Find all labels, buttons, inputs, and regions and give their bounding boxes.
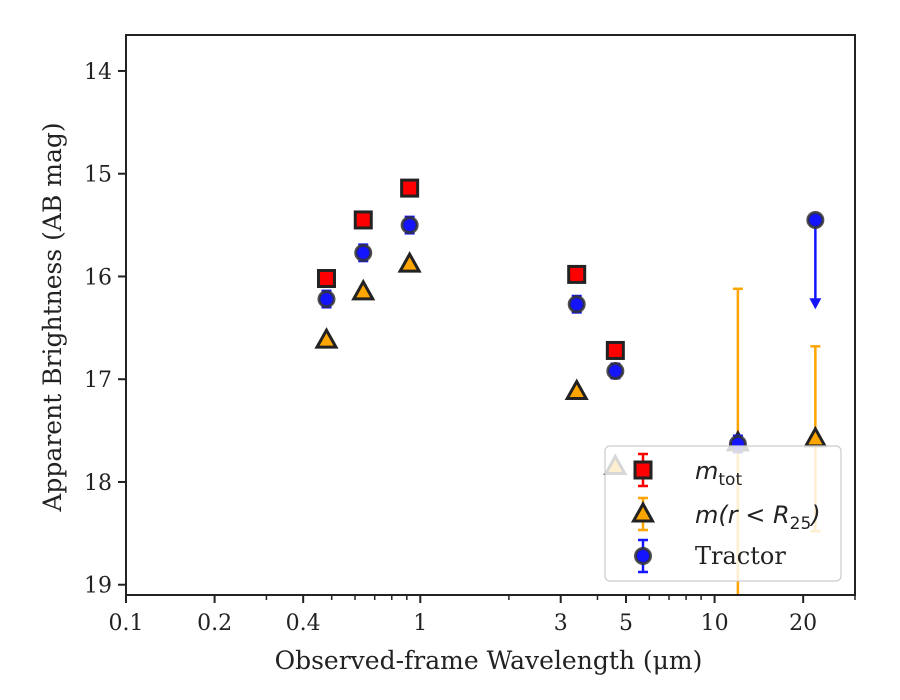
legend-box: [604, 445, 842, 582]
data-point-circle: [606, 362, 625, 380]
series-circle: [317, 210, 825, 454]
data-point-triangle: [803, 425, 828, 448]
y-tick-label: 19: [84, 574, 112, 599]
axes: 0.1 0.2 0.4 1 3 5 10 20 14 15 16 17 18 19 Observed-fra…: [38, 34, 856, 675]
x-tick-label: 0.1: [109, 611, 144, 636]
legend-label: Tractor: [695, 542, 786, 570]
x-tick-label: 3: [554, 611, 568, 636]
plot-frame: [125, 34, 856, 596]
data-point-circle: [806, 210, 825, 229]
legend-item: m(r < R25): [630, 496, 821, 534]
legend-marker-square: [633, 460, 653, 480]
x-tick-label: 20: [789, 611, 817, 636]
data-point-square: [605, 340, 625, 360]
data-point-triangle: [564, 378, 589, 401]
y-tick-label: 18: [84, 471, 112, 496]
data-point-square: [567, 264, 587, 284]
arrow-head: [809, 298, 822, 310]
legend-label-tail: ): [809, 501, 820, 529]
data-point-circle: [567, 295, 586, 314]
legend-item: Tractor: [634, 538, 786, 574]
data-point-square: [353, 210, 373, 230]
x-tick-label: 10: [701, 611, 729, 636]
y-tick-label: 17: [84, 368, 112, 393]
x-tick-label: 0.2: [197, 611, 232, 636]
y-tick-label: 15: [84, 163, 112, 188]
legend-label-main: m: [695, 457, 718, 485]
data-point-circle: [354, 243, 373, 262]
data-point-square: [316, 269, 336, 289]
y-axis-label: Apparent Brightness (AB mag): [38, 122, 67, 512]
legend: mtot m(r < R25) Tractor: [604, 445, 842, 582]
legend-label-sub: tot: [718, 470, 742, 490]
x-tick-label: 5: [619, 611, 633, 636]
legend-item: mtot: [633, 452, 742, 490]
data-point-triangle: [351, 278, 376, 301]
data-point-circle: [317, 290, 336, 309]
x-axis-label: Observed-frame Wavelength (μm): [275, 646, 703, 675]
upper-limit-arrow: [806, 210, 825, 310]
data-point-triangle: [314, 327, 339, 349]
x-tick-label: 1: [413, 611, 427, 636]
legend-label-sub: 25: [790, 514, 812, 534]
legend-label: mtot: [695, 457, 742, 490]
series-square: [316, 178, 625, 360]
legend-label-main: m(r < R: [695, 501, 790, 529]
data-point-square: [400, 178, 420, 198]
y-tick-label: 14: [84, 60, 112, 85]
data-point-triangle: [397, 251, 422, 273]
data-point-circle: [400, 216, 419, 235]
legend-marker-circle: [634, 547, 652, 565]
y-tick-label: 16: [84, 265, 112, 290]
legend-marker-triangle: [630, 500, 656, 523]
x-tick-label: 0.4: [286, 611, 321, 636]
legend-label: m(r < R25): [695, 501, 821, 534]
